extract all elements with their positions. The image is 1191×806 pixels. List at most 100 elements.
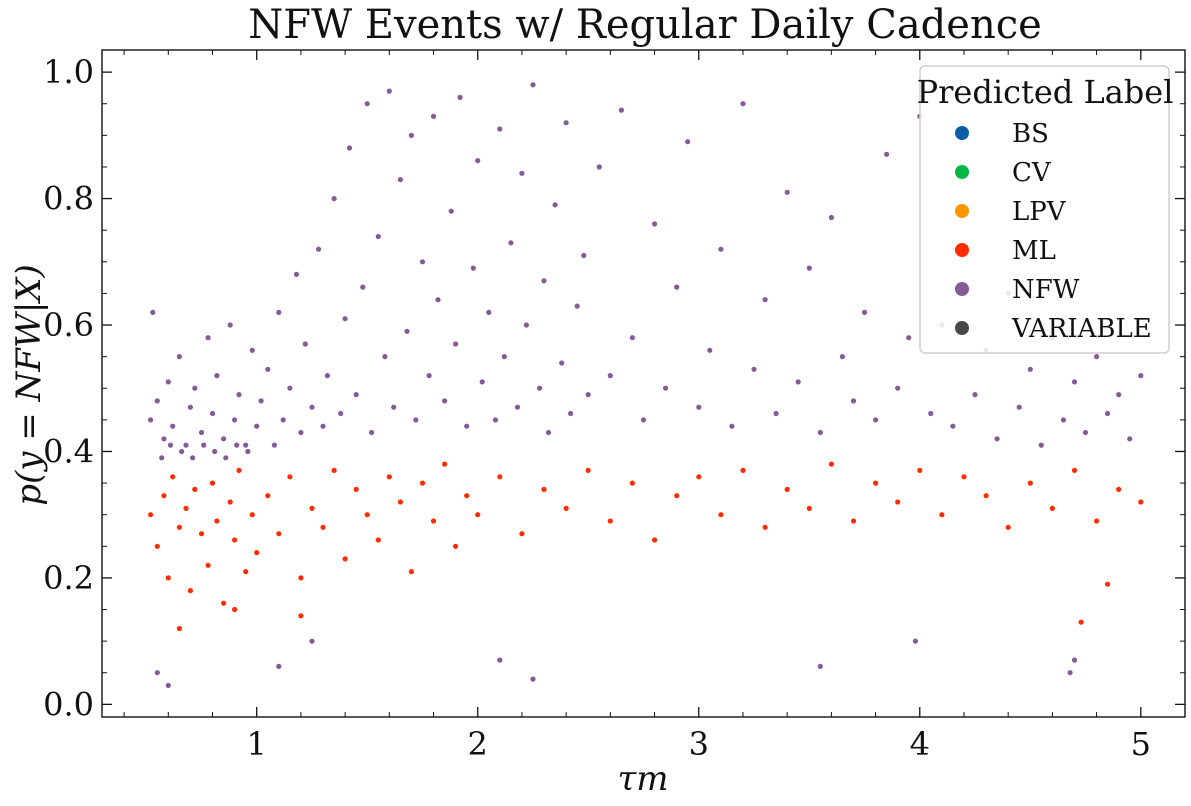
ml-point-33 [408,569,414,575]
ml-point-11 [209,480,216,486]
nfw-point-126 [994,436,1000,442]
nfw-point-22 [167,442,174,448]
nfw-point-114 [861,309,868,315]
nfw-point-44 [338,410,344,417]
nfw-point-4 [170,423,176,429]
nfw-point-142 [276,663,282,670]
nfw-point-39 [309,404,315,410]
ml-point-62 [983,493,989,499]
ml-point-12 [214,518,220,524]
ml-point-48 [674,493,680,499]
legend-marker-variable [955,321,969,335]
ml-point-74 [1105,581,1111,587]
ml-point-5 [176,524,182,530]
nfw-point-48 [360,284,366,290]
nfw-point-146 [912,638,919,644]
ml-point-52 [762,524,768,530]
ml-point-66 [1071,467,1078,473]
nfw-point-23 [179,448,185,455]
y-tick-label: 0.8 [43,180,94,218]
nfw-point-112 [839,354,846,360]
nfw-point-122 [950,423,956,429]
nfw-point-81 [541,278,547,284]
ml-point-59 [917,467,923,473]
nfw-point-61 [430,113,437,119]
ml-point-17 [243,569,249,575]
nfw-point-36 [293,271,300,277]
nfw-point-57 [408,132,414,138]
ml-point-24 [309,505,315,511]
ml-point-35 [430,518,437,524]
nfw-point-12 [214,373,220,379]
nfw-point-26 [212,448,218,455]
nfw-point-79 [530,82,536,88]
ml-point-7 [187,588,193,594]
nfw-point-18 [249,347,255,353]
nfw-point-85 [563,120,569,126]
nfw-point-14 [227,322,233,328]
legend-marker-nfw [955,282,969,296]
nfw-point-2 [161,436,167,442]
nfw-point-9 [198,429,205,436]
nfw-point-138 [1127,436,1133,442]
ml-point-40 [497,474,503,480]
nfw-point-13 [221,436,227,442]
nfw-point-8 [192,385,198,391]
nfw-point-91 [607,373,613,379]
nfw-point-88 [581,252,587,259]
ml-point-57 [873,480,879,486]
nfw-point-49 [364,101,370,107]
ml-point-28 [353,486,359,492]
nfw-point-110 [817,429,823,436]
nfw-point-55 [397,177,403,183]
ml-point-14 [227,499,233,505]
nfw-point-16 [236,392,242,398]
ml-point-43 [563,505,569,511]
nfw-point-104 [751,366,757,372]
ml-point-50 [718,512,724,518]
ml-point-9 [198,531,205,537]
y-tick-label: 0.6 [43,306,94,344]
nfw-point-132 [1060,417,1066,423]
ml-point-54 [806,505,812,511]
nfw-point-82 [545,429,552,436]
legend-marker-ml [955,243,969,257]
nfw-point-64 [448,208,454,214]
nfw-point-37 [298,429,304,436]
nfw-point-10 [205,335,211,341]
nfw-point-0 [148,417,154,423]
nfw-point-99 [696,404,702,410]
ml-point-30 [375,537,381,543]
nfw-point-107 [784,189,790,195]
nfw-point-41 [320,423,326,429]
x-tick-label: 5 [1131,725,1151,763]
nfw-point-116 [884,151,890,157]
nfw-point-50 [369,429,375,436]
ml-point-60 [939,512,945,518]
nfw-point-137 [1116,392,1122,398]
ml-point-31 [386,474,392,480]
ml-point-68 [1116,486,1122,492]
x-tick-label: 4 [910,725,930,763]
nfw-point-149 [309,638,315,644]
y-tick-label: 0.2 [43,559,94,597]
nfw-point-111 [828,214,835,221]
ml-point-37 [453,543,459,549]
ml-point-19 [254,550,260,556]
ml-point-51 [740,467,746,473]
nfw-point-80 [537,385,543,391]
nfw-point-45 [342,316,348,322]
nfw-point-73 [497,126,503,132]
nfw-point-56 [404,328,410,334]
nfw-point-106 [773,410,779,417]
nfw-point-34 [280,417,286,423]
nfw-point-113 [850,398,857,404]
nfw-point-3 [165,379,171,385]
ml-point-22 [287,474,293,480]
nfw-point-53 [386,88,392,94]
nfw-point-65 [453,341,459,347]
nfw-point-21 [159,455,165,461]
y-tick-label: 1.0 [43,53,94,91]
